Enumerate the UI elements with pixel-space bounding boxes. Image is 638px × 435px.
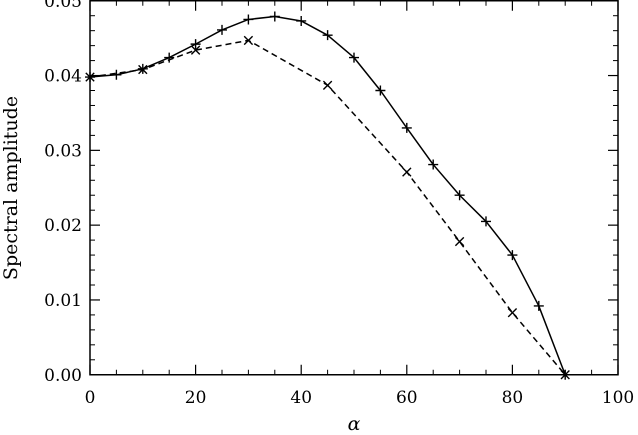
plus-marker [481, 216, 491, 227]
x-marker [190, 45, 201, 55]
plus-marker [111, 69, 122, 80]
plus-marker [164, 52, 175, 63]
y-tick-label: 0.03 [44, 141, 82, 161]
plus-marker [190, 39, 201, 50]
x-marker [507, 307, 518, 318]
x-marker [402, 167, 412, 177]
series-2 [85, 35, 570, 380]
x-marker [138, 64, 148, 75]
x-tick-label: 20 [185, 388, 207, 408]
plus-marker [322, 30, 333, 41]
dashed-series-line [89, 39, 566, 376]
series-1 [85, 11, 571, 380]
x-axis-title: α [348, 413, 361, 435]
y-tick-label: 0.00 [44, 366, 82, 386]
plus-marker [428, 159, 439, 170]
plus-marker [243, 14, 254, 25]
x-tick-label: 60 [396, 388, 418, 408]
y-tick-labels: 0.00 0.01 0.02 0.03 0.04 0.05 [44, 0, 82, 386]
x-marker [560, 370, 570, 380]
y-tick-label: 0.04 [44, 67, 82, 87]
x-tick-labels: 0 20 40 60 80 100 [85, 388, 635, 408]
x-marker [85, 72, 95, 82]
plus-marker [507, 250, 518, 261]
plus-marker [454, 190, 465, 201]
y-tick-label: 0.02 [44, 216, 82, 236]
y-tick-label: 0.05 [44, 0, 82, 12]
plus-marker [349, 52, 359, 63]
plus-marker [217, 24, 227, 35]
plus-marker [375, 85, 386, 96]
x-tick-label: 100 [602, 388, 634, 408]
y-tick-label: 0.01 [44, 291, 82, 311]
plus-marker [296, 15, 307, 26]
x-marker [322, 80, 333, 90]
x-tick-label: 80 [502, 388, 524, 408]
x-tick-label: 40 [290, 388, 312, 408]
plus-marker [533, 300, 544, 311]
x-tick-label: 0 [85, 388, 96, 408]
x-marker [243, 35, 254, 46]
y-axis-title: Spectral amplitude [0, 96, 22, 280]
x-marker [454, 236, 465, 247]
plus-marker [401, 122, 412, 133]
series-layer [85, 11, 571, 380]
plus-marker [269, 11, 280, 22]
solid-series-line [89, 15, 566, 376]
